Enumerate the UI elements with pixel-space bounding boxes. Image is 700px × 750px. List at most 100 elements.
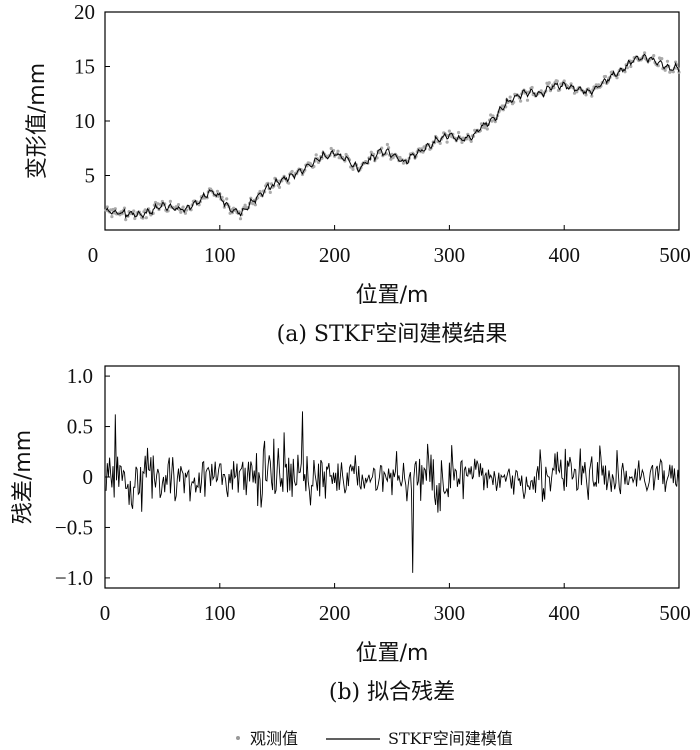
observed-point: [665, 59, 670, 63]
model-line: [105, 53, 680, 219]
observed-point: [277, 185, 282, 189]
panel-b-xtick-label: 500: [659, 601, 691, 625]
observed-point: [508, 95, 512, 99]
panel-a-frame: [104, 11, 680, 231]
observed-point: [575, 90, 579, 94]
observed-point: [465, 137, 469, 141]
observed-point: [539, 89, 543, 93]
panel-a-ytick-label: 15: [74, 55, 95, 79]
observed-point: [438, 141, 442, 145]
panel-b-ytick-label: 0: [83, 465, 94, 489]
observed-point: [243, 203, 247, 207]
observed-point: [253, 203, 257, 207]
observed-point: [160, 199, 164, 204]
observed-point: [447, 129, 451, 133]
observed-point: [420, 147, 424, 151]
panel-b-ytick-label: 1.0: [67, 364, 93, 388]
observed-point: [389, 157, 393, 161]
observed-point: [315, 157, 319, 161]
observed-point: [144, 216, 148, 220]
legend-label-observed: 观测值: [250, 729, 298, 748]
panel-a-ticks: 0 100 200 300 400 500 5 10 15 20: [74, 0, 691, 267]
observed-point: [493, 120, 497, 124]
panel-b: 0 100 200 300 400 500 −1.0 −0.5 0 0.5 1.0 残差/mm 位置…: [11, 364, 691, 705]
observed-point: [124, 218, 128, 222]
panel-b-xtick-label: 300: [434, 601, 466, 625]
panel-b-ytick-label: 0.5: [67, 415, 93, 439]
observed-point: [555, 79, 559, 83]
observed-point: [221, 199, 225, 203]
panel-a-ytick-label: 10: [74, 109, 95, 133]
observed-point: [457, 130, 461, 135]
observed-point: [552, 86, 556, 90]
observed-point: [290, 169, 294, 174]
observed-point: [372, 152, 376, 156]
observed-point: [625, 66, 629, 70]
observed-point: [460, 140, 464, 144]
panel-a: 0 100 200 300 400 500 5 10 15 20 变形值/mm 位置/m (a) …: [25, 0, 691, 347]
observed-point: [122, 206, 127, 210]
observed-point: [220, 195, 224, 199]
observed-point: [225, 197, 229, 201]
observed-point: [525, 98, 530, 102]
observed-point: [387, 146, 391, 150]
observed-point: [615, 76, 619, 80]
observed-point: [215, 189, 220, 193]
legend-marker-observed: [236, 736, 240, 740]
observed-point: [258, 189, 262, 194]
observed-point: [237, 210, 241, 214]
observed-point: [547, 81, 551, 85]
observed-point: [238, 217, 243, 221]
observed-point: [179, 210, 183, 214]
observed-point: [483, 126, 487, 130]
observed-point: [603, 74, 608, 79]
observed-point: [183, 211, 187, 215]
observed-point: [336, 149, 340, 153]
observed-point: [584, 93, 588, 97]
panel-a-data: [104, 51, 681, 222]
observed-point: [491, 114, 495, 118]
observed-point: [479, 122, 484, 126]
panel-b-xtick-label: 100: [204, 601, 236, 625]
observed-point: [485, 127, 489, 131]
observed-point: [176, 203, 181, 207]
observed-point: [663, 68, 667, 72]
observed-point: [530, 85, 534, 90]
observed-point: [385, 142, 389, 147]
observed-point: [445, 140, 449, 144]
observed-point: [594, 83, 598, 87]
observed-point: [569, 82, 573, 86]
panel-b-xtick-label: 400: [548, 601, 580, 625]
observed-point: [133, 216, 137, 221]
observed-point: [469, 139, 473, 143]
panel-b-ytick-label: −0.5: [55, 515, 93, 539]
observed-point: [671, 70, 675, 74]
panel-b-ylabel: 残差/mm: [11, 430, 36, 524]
panel-a-caption: (a) STKF空间建模结果: [277, 322, 508, 347]
observed-point: [629, 64, 633, 69]
observed-point: [674, 60, 678, 64]
panel-a-ylabel: 变形值/mm: [25, 63, 50, 179]
observed-point: [181, 205, 185, 209]
panel-b-xlabel: 位置/m: [356, 641, 429, 666]
observed-point: [490, 119, 494, 123]
observed-point: [351, 167, 355, 171]
panel-b-xtick-label: 200: [319, 601, 351, 625]
panel-a-xtick-label: 500: [659, 243, 691, 267]
legend-label-model: STKF空间建模值: [388, 729, 513, 748]
observed-point: [660, 57, 664, 61]
residual-line: [105, 411, 680, 573]
panel-b-caption: (b) 拟合残差: [329, 680, 455, 705]
observed-point: [623, 70, 627, 74]
observed-point: [329, 146, 333, 151]
panel-a-xtick-label: 400: [548, 243, 580, 267]
observed-point: [110, 215, 114, 219]
panel-b-ytick-label: −1.0: [55, 566, 93, 590]
panel-a-ytick-label: 5: [85, 164, 96, 188]
observed-point: [500, 104, 504, 108]
panel-b-ticks: 0 100 200 300 400 500 −1.0 −0.5 0 0.5 1.0: [55, 364, 691, 625]
observed-points: [104, 51, 681, 222]
observed-point: [590, 94, 594, 98]
observed-point: [217, 194, 221, 198]
